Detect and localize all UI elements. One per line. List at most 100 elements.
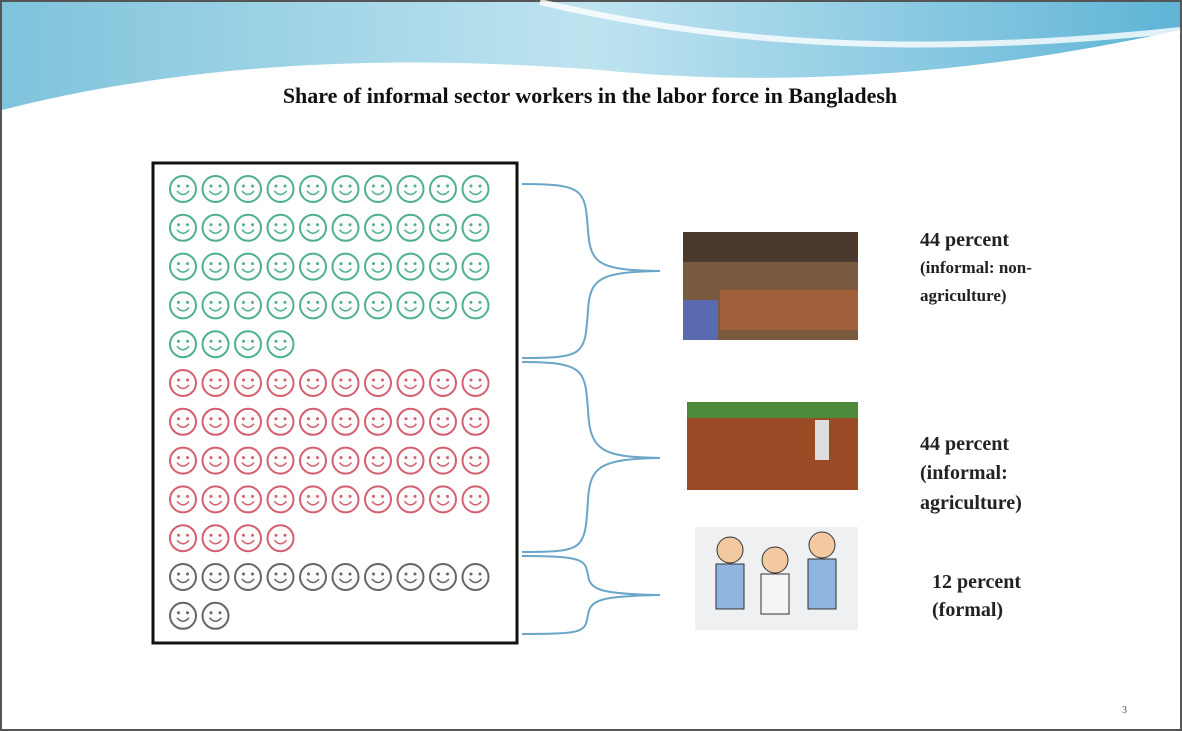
eye xyxy=(209,533,213,537)
eye xyxy=(186,300,189,304)
smiley-icon xyxy=(169,252,197,281)
smiley-icon xyxy=(396,446,425,475)
eye xyxy=(242,339,245,343)
eye xyxy=(307,456,310,460)
eye xyxy=(186,339,189,343)
face xyxy=(169,563,197,591)
smiley-icon xyxy=(201,485,230,514)
eye xyxy=(218,378,222,382)
face xyxy=(331,446,360,475)
mouth xyxy=(306,190,320,196)
mouth xyxy=(306,500,320,506)
smiley-icon xyxy=(201,213,230,242)
eye xyxy=(437,378,440,382)
face xyxy=(461,485,490,514)
smiley-icon xyxy=(169,175,197,203)
smiley-icon xyxy=(331,563,360,591)
eye xyxy=(404,300,408,304)
smiley-icon xyxy=(234,407,262,436)
face xyxy=(266,446,295,475)
face xyxy=(169,175,197,203)
eye xyxy=(446,184,449,188)
eye xyxy=(274,494,278,498)
smiley-icon xyxy=(234,446,262,475)
eye xyxy=(307,223,310,227)
smiley-icon xyxy=(234,175,262,203)
eye xyxy=(348,417,352,421)
face xyxy=(234,524,262,553)
mouth xyxy=(338,423,353,429)
face xyxy=(234,369,262,397)
mouth xyxy=(403,462,418,467)
mouth xyxy=(403,500,418,506)
eye xyxy=(209,262,213,266)
eye xyxy=(413,572,417,576)
mouth xyxy=(403,268,418,273)
mouth xyxy=(338,500,353,506)
header-wave xyxy=(2,2,1180,110)
face xyxy=(461,563,490,591)
mouth xyxy=(273,539,288,545)
eye xyxy=(218,223,222,227)
mouth xyxy=(176,268,190,273)
smiley-icon xyxy=(266,407,295,436)
eye xyxy=(381,184,384,188)
eye xyxy=(283,533,287,537)
chart-title: Share of informal sector workers in the … xyxy=(283,83,897,108)
eye xyxy=(404,456,408,460)
eye xyxy=(177,300,180,304)
smiley-icon xyxy=(396,563,425,591)
eye xyxy=(242,533,245,537)
face xyxy=(266,252,295,281)
mouth xyxy=(273,578,288,584)
face xyxy=(331,485,360,514)
smiley-icon xyxy=(234,563,262,591)
smiley-icon xyxy=(364,485,392,514)
eye xyxy=(177,262,180,266)
smiley-icon xyxy=(331,213,360,242)
eye xyxy=(469,300,473,304)
face xyxy=(169,213,197,242)
eye xyxy=(242,184,245,188)
face xyxy=(266,330,295,359)
eye xyxy=(283,572,287,576)
eye xyxy=(339,223,343,227)
eye xyxy=(218,184,222,188)
smiley-icon xyxy=(331,485,360,514)
smiley-icon xyxy=(429,213,457,242)
face xyxy=(364,252,392,281)
smiley-icon xyxy=(429,369,457,397)
smiley-icon xyxy=(201,175,230,203)
smiley-icon xyxy=(429,407,457,436)
eye xyxy=(283,223,287,227)
smiley-icon xyxy=(234,369,262,397)
eye xyxy=(307,378,310,382)
eye xyxy=(218,533,222,537)
eye xyxy=(316,572,319,576)
eye xyxy=(209,339,213,343)
smiley-icon xyxy=(266,369,295,397)
category-label: (informal: non-agriculture) xyxy=(920,258,1032,305)
mouth xyxy=(306,229,320,235)
eye xyxy=(404,572,408,576)
face xyxy=(234,446,262,475)
mouth xyxy=(208,306,223,312)
face xyxy=(364,407,392,436)
mouth xyxy=(371,578,385,584)
mouth xyxy=(468,423,483,429)
eye xyxy=(251,378,254,382)
eye xyxy=(413,262,417,266)
face xyxy=(201,446,230,475)
mouth xyxy=(241,578,255,584)
eye xyxy=(372,494,375,498)
smiley-icon xyxy=(234,252,262,281)
mouth xyxy=(436,462,450,467)
face xyxy=(429,213,457,242)
smiley-icon xyxy=(201,252,230,281)
mouth xyxy=(241,345,255,351)
smiley-icon xyxy=(266,291,295,320)
mouth xyxy=(338,578,353,584)
eye xyxy=(209,300,213,304)
smiley-icon xyxy=(461,213,490,242)
eye xyxy=(372,417,375,421)
